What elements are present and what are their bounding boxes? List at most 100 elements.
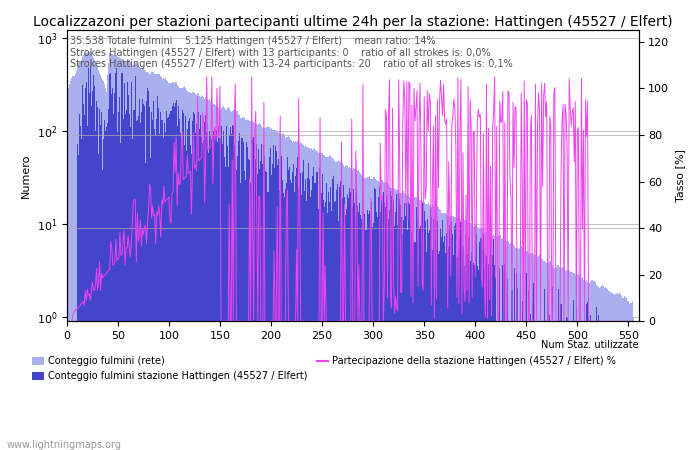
Bar [487, 230, 488, 450]
Bar [531, 326, 532, 450]
Bar [372, 223, 374, 450]
Bar [577, 274, 578, 450]
Bar [556, 266, 557, 450]
Bar [260, 124, 261, 450]
Bar [459, 237, 461, 450]
Bar [238, 114, 239, 450]
Bar [263, 145, 265, 450]
Bar [623, 298, 624, 450]
Bar [180, 88, 181, 450]
Bar [211, 139, 212, 450]
Bar [424, 202, 425, 450]
Bar [342, 198, 343, 450]
Bar [494, 265, 495, 450]
Bar [132, 139, 133, 450]
Bar [526, 251, 527, 450]
Bar [564, 269, 565, 450]
Bar [445, 253, 446, 450]
Bar [586, 304, 587, 450]
Bar [449, 217, 450, 450]
Bar [632, 302, 633, 450]
Bar [195, 133, 196, 450]
Bar [104, 120, 105, 450]
Bar [343, 166, 344, 450]
Bar [598, 315, 599, 450]
Bar [285, 189, 286, 450]
Bar [580, 323, 581, 450]
Bar [165, 132, 167, 450]
Bar [498, 314, 499, 450]
Bar [96, 63, 97, 450]
Bar [297, 157, 298, 450]
Bar [239, 133, 240, 450]
Bar [610, 293, 612, 450]
Bar [468, 224, 470, 450]
Bar [151, 72, 152, 450]
Bar [200, 97, 201, 450]
Bar [406, 202, 407, 450]
Bar [622, 297, 623, 450]
Bar [458, 218, 459, 450]
Bar [248, 121, 249, 450]
Bar [593, 281, 594, 450]
Bar [514, 248, 516, 450]
Bar [428, 233, 429, 450]
Bar [482, 251, 483, 450]
Bar [160, 76, 161, 450]
Bar [574, 274, 575, 450]
Bar [187, 129, 188, 450]
Bar [499, 268, 500, 450]
Bar [388, 219, 389, 450]
Bar [484, 231, 485, 450]
Bar [108, 63, 109, 450]
Bar [312, 176, 314, 450]
Bar [442, 220, 443, 450]
Bar [132, 65, 133, 450]
Bar [548, 263, 550, 450]
Bar [330, 156, 331, 450]
Bar [578, 275, 579, 450]
Bar [393, 188, 394, 450]
Bar [444, 213, 445, 450]
Bar [590, 315, 591, 450]
Bar [330, 187, 331, 450]
Bar [95, 131, 96, 450]
Bar [204, 122, 205, 450]
Bar [448, 216, 449, 450]
Bar [552, 265, 553, 450]
Bar [194, 93, 195, 450]
Bar [377, 181, 378, 450]
Bar [89, 52, 90, 450]
Bar [280, 134, 281, 450]
Bar [299, 144, 300, 450]
Bar [105, 88, 106, 450]
Bar [528, 321, 530, 450]
Bar [479, 242, 480, 450]
Bar [517, 248, 519, 450]
Bar [620, 343, 621, 450]
Bar [440, 210, 441, 450]
Bar [122, 119, 123, 450]
Bar [457, 257, 458, 450]
Bar [627, 301, 628, 450]
Bar [399, 193, 400, 450]
Bar [391, 196, 392, 450]
Bar [452, 234, 454, 450]
Bar [105, 131, 106, 450]
Bar [197, 93, 198, 450]
Bar [365, 230, 367, 450]
Bar [148, 73, 149, 450]
Bar [267, 127, 269, 450]
Bar [310, 197, 312, 450]
Bar [412, 198, 414, 450]
Bar [403, 220, 405, 450]
Bar [580, 276, 581, 450]
Bar [566, 270, 568, 450]
Bar [225, 109, 227, 450]
Bar [533, 254, 534, 450]
Bar [254, 143, 256, 450]
Bar [390, 192, 391, 450]
Bar [391, 188, 392, 450]
Bar [192, 92, 193, 450]
Bar [430, 207, 432, 450]
